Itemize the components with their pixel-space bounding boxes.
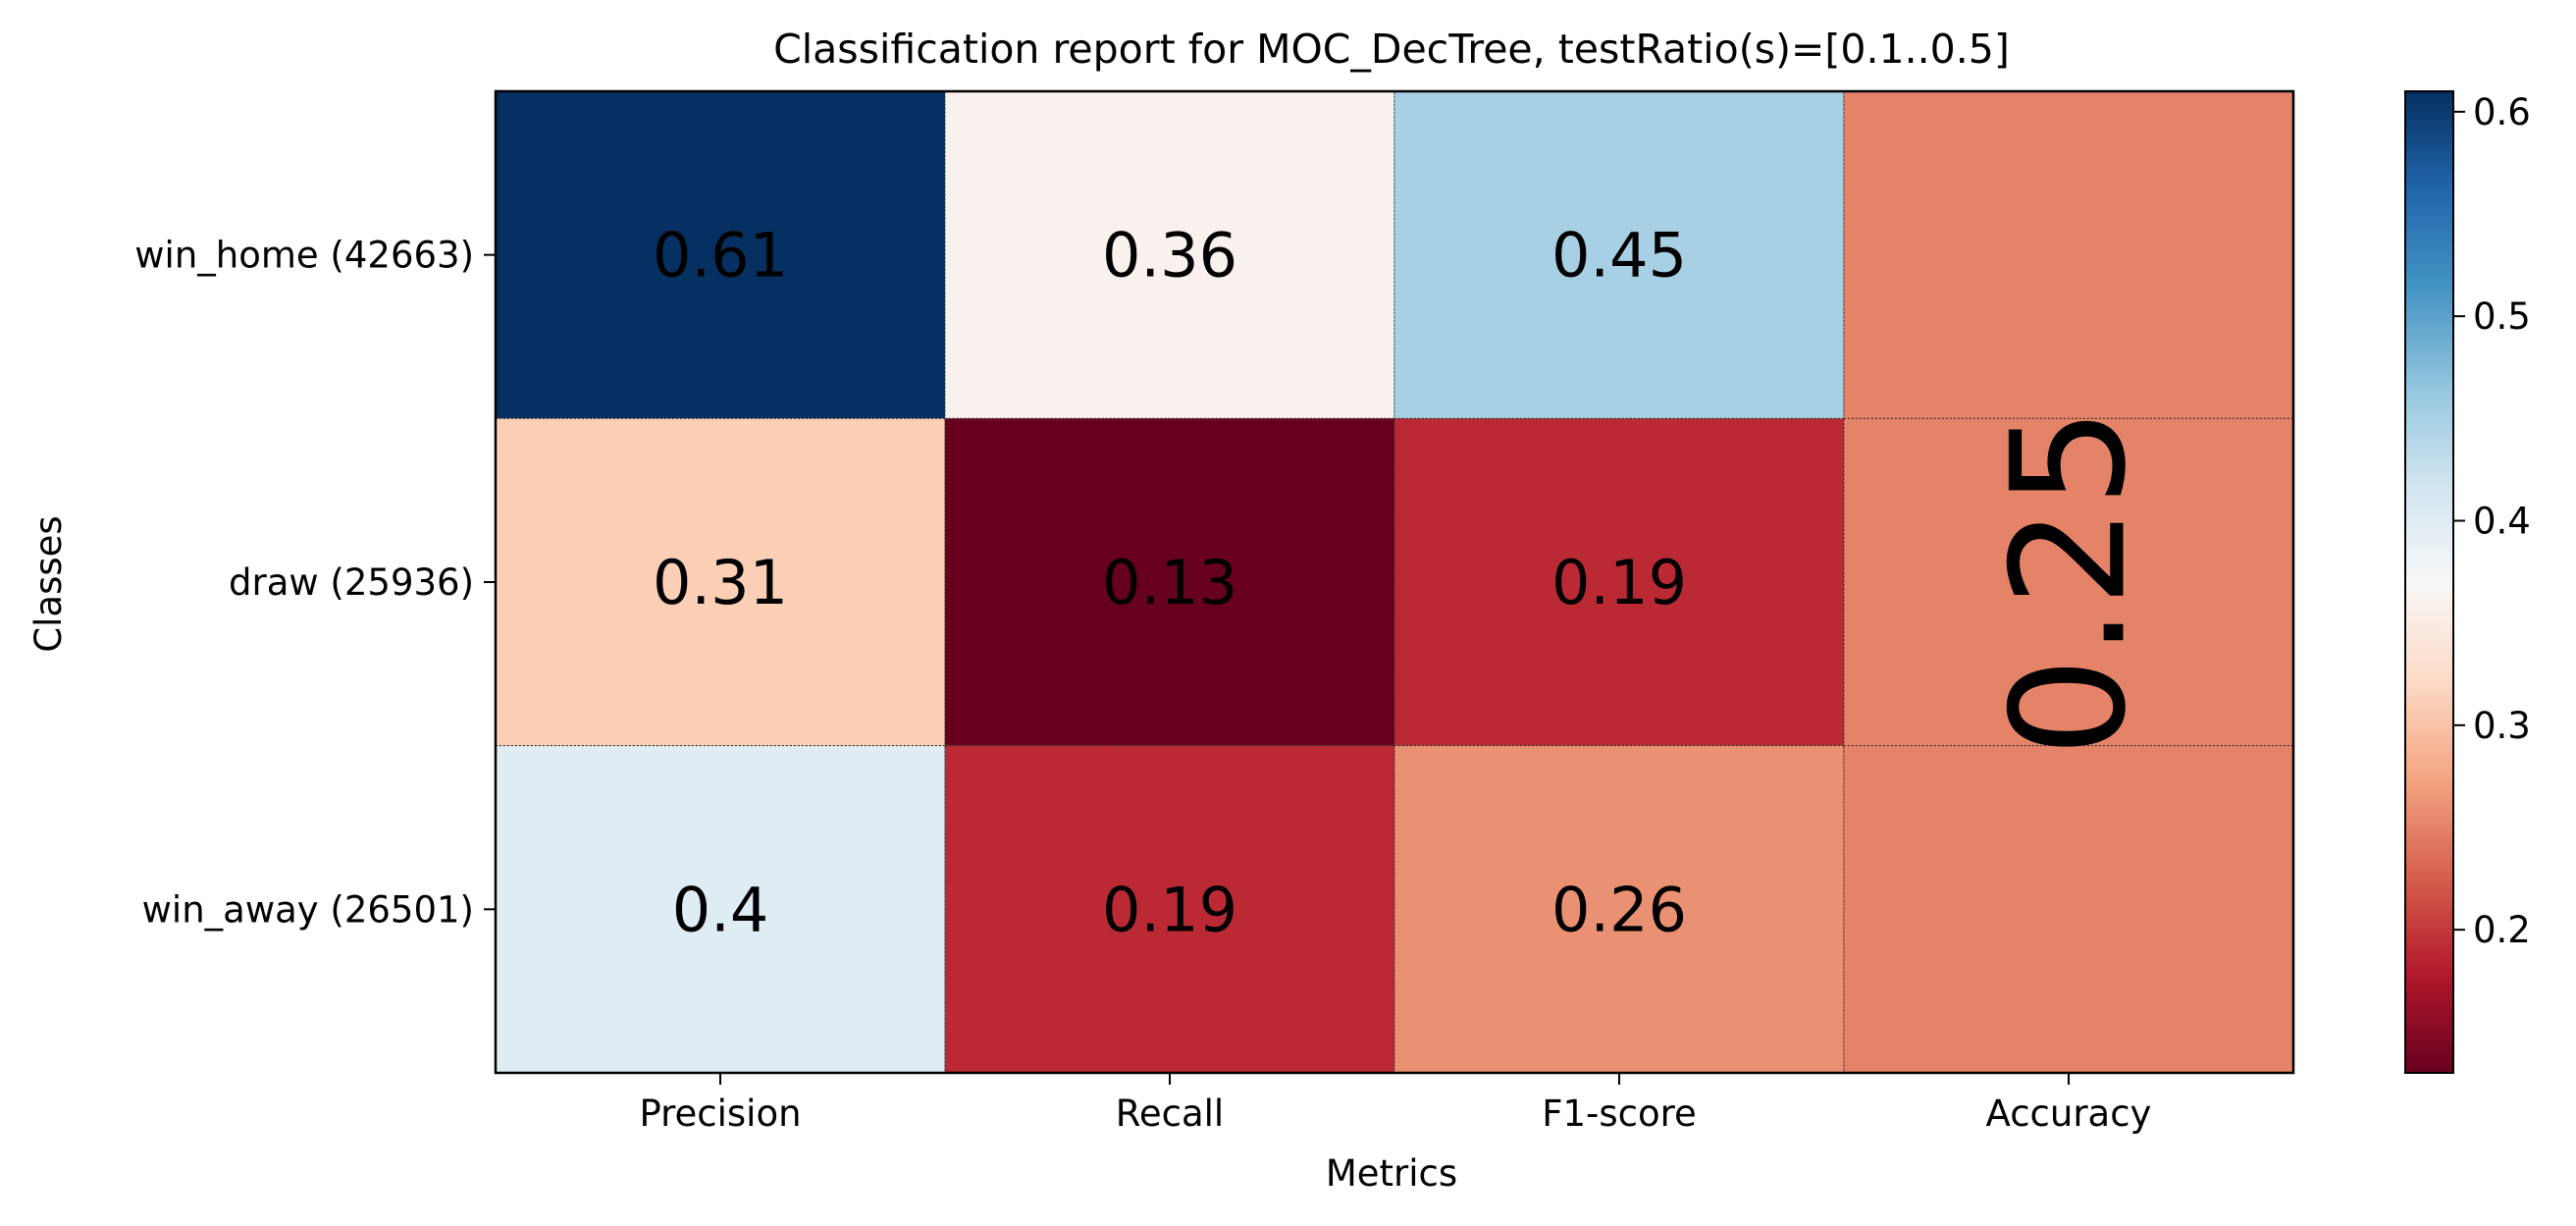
y-tick-label: win_home (42663) bbox=[134, 235, 474, 277]
cell-value-label: 0.61 bbox=[653, 220, 788, 292]
x-tick-label: F1-score bbox=[1542, 1093, 1697, 1135]
colorbar-tick-label: 0.6 bbox=[2473, 91, 2531, 133]
cell-value-label: 0.19 bbox=[1102, 874, 1237, 945]
heatmap-cells bbox=[494, 89, 2295, 1075]
y-tick-label: draw (25936) bbox=[229, 561, 474, 604]
heatmap-cell bbox=[495, 745, 946, 1074]
x-axis-ticks: Precision Recall F1-score Accuracy bbox=[639, 1073, 2151, 1135]
y-axis-ticks: win_home (42663) draw (25936) win_away (26… bbox=[134, 235, 496, 931]
heatmap-cell bbox=[944, 417, 1395, 747]
cell-value-label: 0.26 bbox=[1551, 874, 1687, 945]
y-tick-label: win_away (26501) bbox=[142, 888, 474, 931]
colorbar-gradient bbox=[2404, 90, 2454, 1074]
cell-value-label: 0.19 bbox=[1551, 547, 1687, 618]
heatmap-cell bbox=[944, 745, 1395, 1074]
heatmap-cell bbox=[495, 417, 946, 747]
colorbar-tick-label: 0.2 bbox=[2473, 909, 2531, 951]
colorbar-tick-label: 0.5 bbox=[2473, 295, 2531, 338]
heatmap-cell-labels: 0.61 0.36 0.45 0.31 0.13 0.19 0.4 0.19 0.26 0.25 bbox=[653, 220, 2161, 946]
chart-title: Classification report for MOC_DecTree, t… bbox=[773, 26, 2010, 73]
cell-value-label: 0.31 bbox=[653, 547, 788, 618]
accuracy-value-label: 0.25 bbox=[1977, 407, 2161, 757]
x-tick-label: Recall bbox=[1116, 1093, 1224, 1135]
heatmap-cell bbox=[495, 90, 946, 419]
accuracy-cell bbox=[1843, 745, 2294, 1074]
x-axis-label: Metrics bbox=[1326, 1152, 1457, 1195]
x-tick-label: Accuracy bbox=[1986, 1093, 2152, 1135]
cell-value-label: 0.45 bbox=[1551, 220, 1687, 292]
x-tick-label: Precision bbox=[639, 1093, 801, 1135]
accuracy-cell bbox=[1843, 417, 2294, 747]
colorbar-tick-label: 0.3 bbox=[2473, 705, 2531, 747]
y-axis-label: Classes bbox=[27, 515, 70, 652]
cell-value-label: 0.13 bbox=[1102, 547, 1237, 618]
heatmap-cell bbox=[1393, 417, 1845, 747]
heatmap-cell bbox=[944, 90, 1395, 419]
colorbar-tick-label: 0.4 bbox=[2473, 501, 2531, 543]
cell-value-label: 0.36 bbox=[1102, 220, 1237, 292]
cell-value-label: 0.4 bbox=[672, 874, 769, 945]
accuracy-cell bbox=[1843, 90, 2294, 419]
colorbar: 0.2 0.3 0.4 0.5 0.6 bbox=[2404, 90, 2531, 1074]
